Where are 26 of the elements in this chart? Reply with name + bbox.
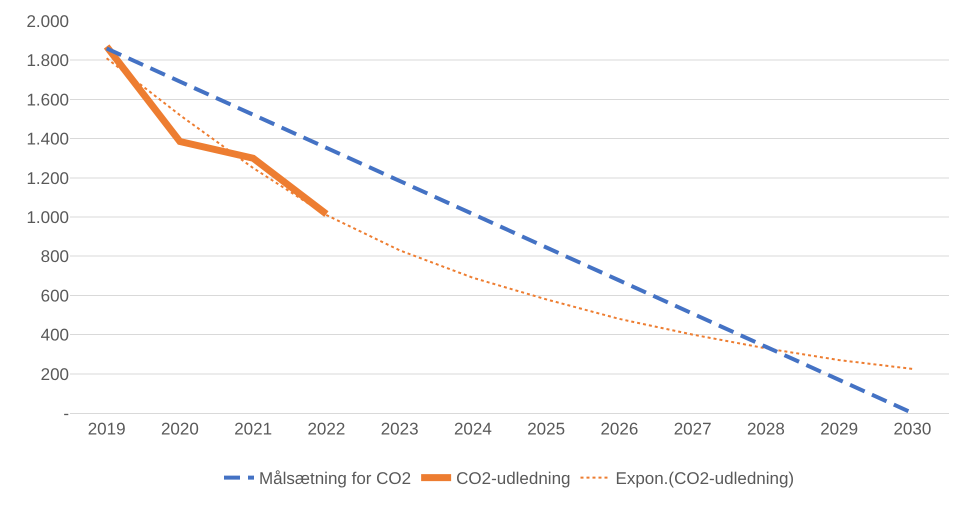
- x-tick-label: 2023: [380, 419, 419, 438]
- y-tick-label: 200: [40, 364, 69, 384]
- x-tick-label: 2026: [600, 419, 638, 438]
- x-tick-label: 2021: [234, 419, 272, 438]
- y-tick-label: -: [63, 404, 69, 423]
- y-tick-label: 1.800: [26, 51, 69, 70]
- x-tick-label: 2024: [454, 419, 492, 438]
- x-tick-label: 2019: [88, 419, 126, 438]
- x-tick-label: 2020: [160, 419, 199, 438]
- x-tick-label: 2025: [527, 419, 566, 438]
- y-tick-label: 1.400: [26, 130, 69, 149]
- x-tick-label: 2029: [820, 419, 858, 438]
- y-tick-label: 2.000: [26, 12, 69, 31]
- y-tick-label: 1.600: [26, 90, 69, 110]
- y-tick-label: 1.000: [26, 208, 69, 227]
- x-tick-label: 2027: [674, 419, 712, 438]
- legend-label: Målsætning for CO2: [259, 469, 412, 488]
- legend-label: Expon.(CO2-udledning): [615, 469, 794, 488]
- x-tick-label: 2022: [307, 419, 346, 438]
- y-tick-label: 800: [40, 247, 69, 266]
- y-tick-label: 400: [40, 326, 69, 345]
- y-tick-label: 1.200: [26, 168, 69, 188]
- x-tick-label: 2028: [746, 419, 785, 438]
- x-tick-label: 2030: [893, 419, 932, 438]
- y-tick-label: 600: [40, 286, 69, 306]
- legend-label: CO2-udledning: [456, 469, 570, 488]
